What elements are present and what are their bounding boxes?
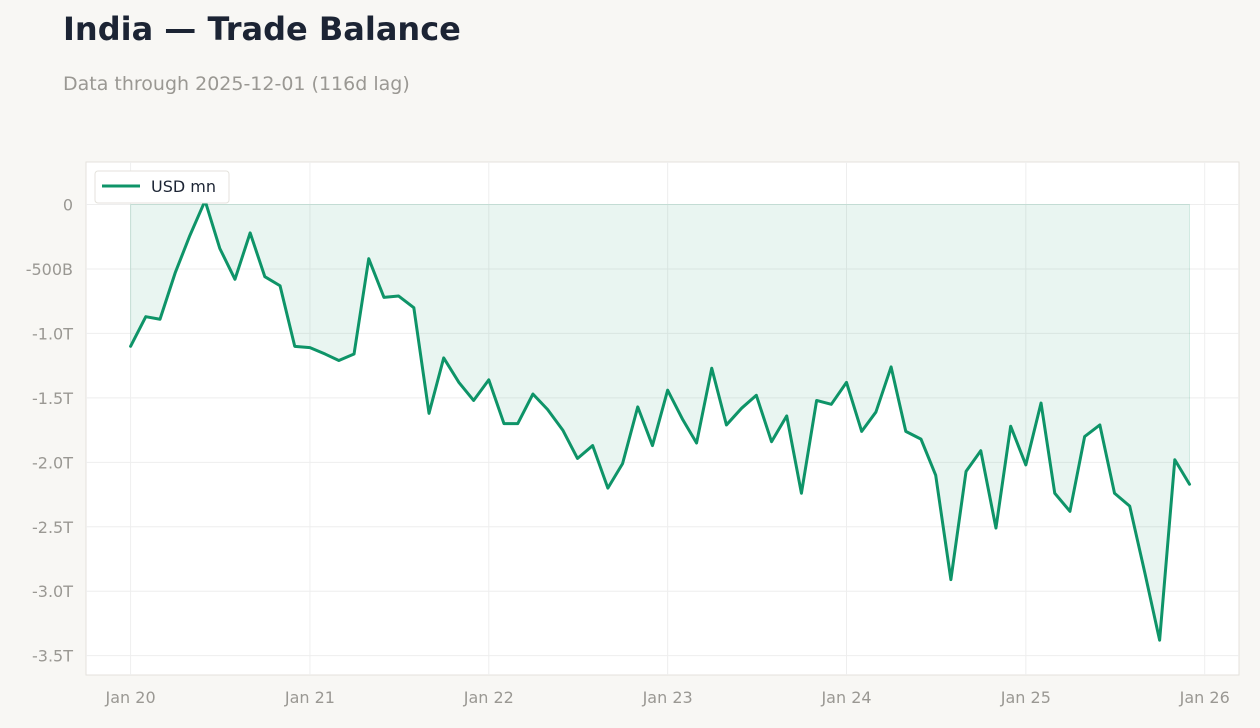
x-tick-label: Jan 21: [284, 688, 335, 707]
y-tick-label: -500B: [26, 260, 73, 279]
x-axis-ticks: Jan 20 Jan 21 Jan 22 Jan 23 Jan 24 Jan 25 Jan …: [105, 688, 1230, 707]
legend-box: [94, 170, 230, 204]
x-tick-label: Jan 24: [820, 688, 871, 707]
y-tick-label: -3.0T: [32, 582, 73, 601]
x-tick-label: Jan 23: [642, 688, 693, 707]
y-tick-label: -2.0T: [32, 453, 73, 472]
chart-title: India — Trade Balance: [63, 10, 461, 48]
chart-subtitle: Data through 2025-12-01 (116d lag): [63, 73, 410, 95]
y-tick-label: -3.5T: [32, 647, 73, 666]
y-tick-label: -2.5T: [32, 518, 73, 537]
y-tick-label: -1.0T: [32, 324, 73, 343]
legend-label: USD mn: [151, 177, 216, 196]
y-tick-label: 0: [63, 196, 73, 215]
plot-area: [85, 161, 1240, 676]
y-tick-label: -1.5T: [32, 389, 73, 408]
x-tick-label: Jan 20: [105, 688, 156, 707]
x-tick-label: Jan 25: [1000, 688, 1051, 707]
line-layer: [129, 199, 1192, 642]
x-tick-label: Jan 26: [1179, 688, 1230, 707]
series-line: [129, 199, 1192, 642]
grid: [86, 162, 1239, 675]
legend: USD mn: [94, 170, 230, 204]
x-tick-label: Jan 22: [463, 688, 514, 707]
y-axis-ticks: 0 -500B -1.0T -1.5T -2.0T -2.5T -3.0T -3.5T: [26, 196, 74, 666]
